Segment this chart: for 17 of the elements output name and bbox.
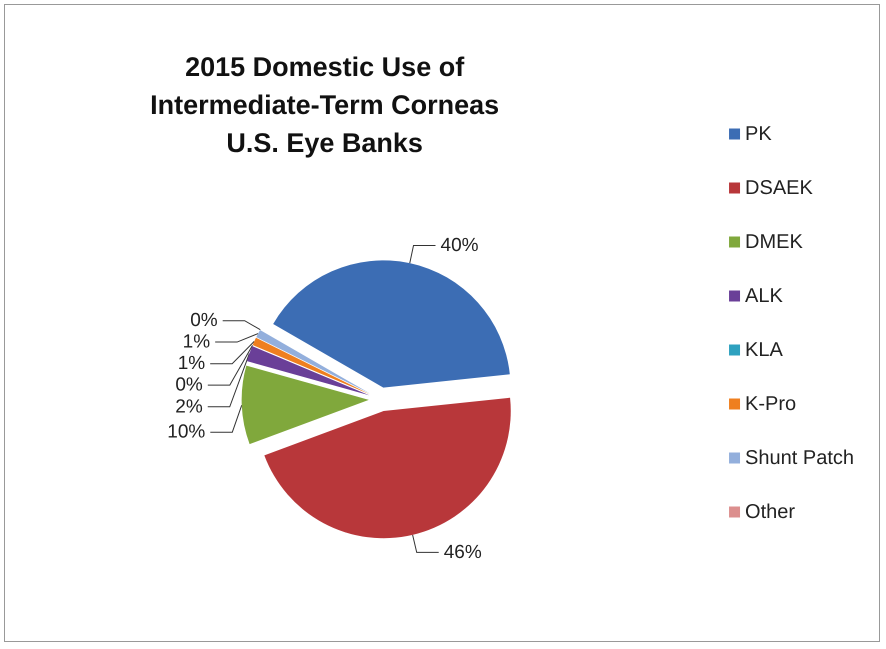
text: 0% [190, 310, 218, 332]
legend-label: K-Pro [745, 393, 796, 415]
legend-label: PK [745, 123, 772, 145]
data-label: 40% [440, 235, 479, 256]
data-label: 2% [175, 396, 203, 418]
legend-label: ALK [745, 285, 784, 307]
data-label: 10% [167, 422, 206, 443]
chart-title: 2015 Domestic Use of Intermediate-Term Corneas U.S. Eye Banks [150, 52, 500, 158]
legend-label: KLA [745, 339, 784, 361]
legend-label: DSAEK [745, 177, 814, 199]
text: 0% [175, 374, 203, 396]
data-label: 1% [182, 332, 210, 353]
legend-label: DMEK [745, 231, 804, 253]
legend-label: Shunt Patch [745, 447, 854, 469]
legend-label: Other [745, 501, 796, 523]
data-label: 46% [444, 542, 482, 563]
data-label: 1% [178, 353, 206, 374]
